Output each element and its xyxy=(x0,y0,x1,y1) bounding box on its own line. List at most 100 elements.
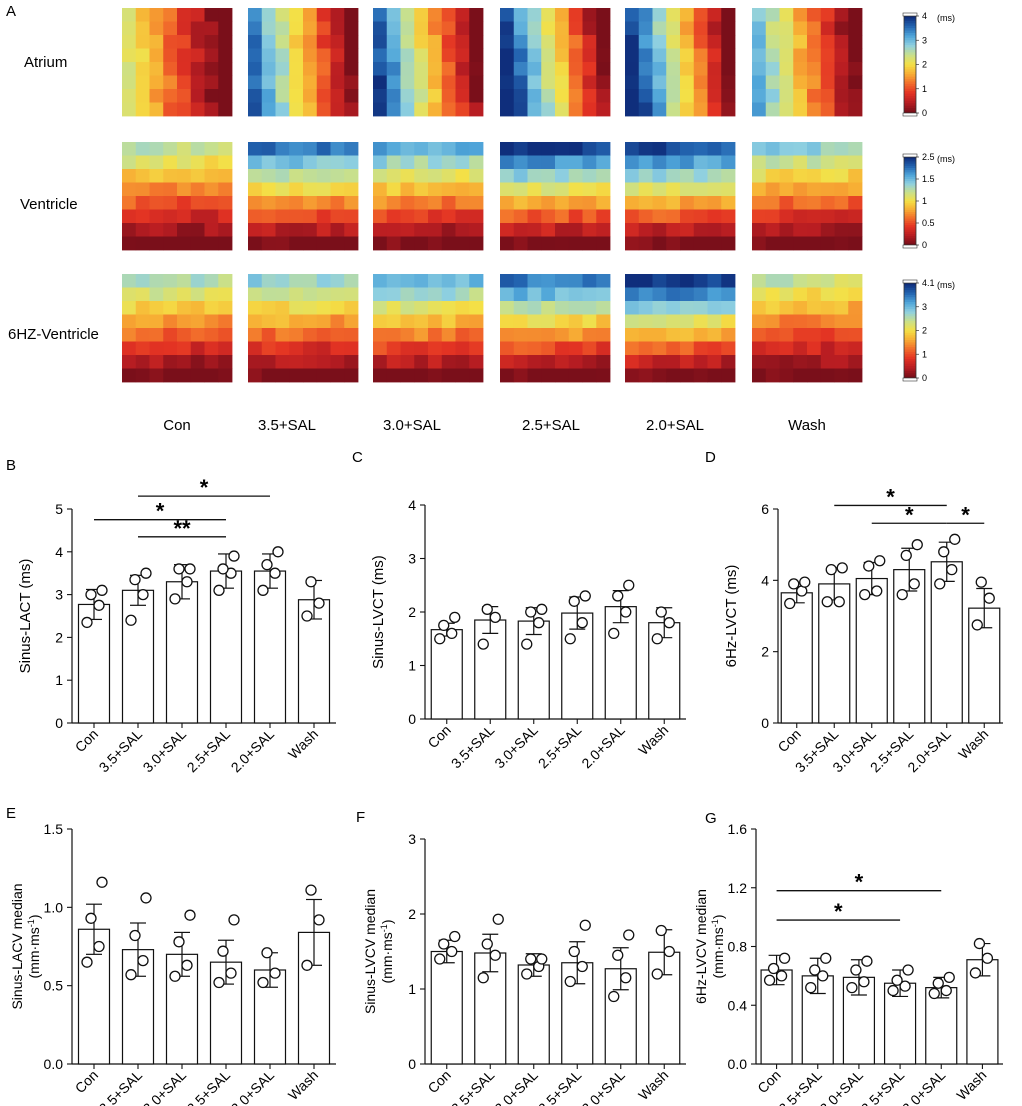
heatmap-cell xyxy=(834,155,849,170)
heatmap-cell xyxy=(793,182,808,197)
heatmap-cell xyxy=(596,287,611,302)
data-point xyxy=(767,962,780,975)
data-point xyxy=(305,884,317,896)
data-point xyxy=(125,614,137,626)
heatmap-cell xyxy=(765,314,780,329)
data-point xyxy=(896,588,908,601)
heatmap-cell xyxy=(441,274,456,288)
x-tick-label-wash: Wash xyxy=(955,726,991,762)
heatmap-cell xyxy=(721,89,736,103)
x-tick-label-2-5-sal: 2.5+SAL xyxy=(858,1067,908,1106)
heatmap-cell xyxy=(414,169,429,183)
heatmap-cell xyxy=(218,287,233,302)
heatmap-cell xyxy=(752,301,767,315)
colorbar-segment xyxy=(904,37,916,41)
heatmap-cell xyxy=(820,355,835,369)
heatmap-cell xyxy=(469,301,484,315)
colorbar-segment xyxy=(904,306,916,310)
heatmap-cell xyxy=(218,142,233,156)
heatmap-cell xyxy=(441,169,456,183)
data-point xyxy=(763,974,776,986)
heatmap-cell xyxy=(275,196,290,210)
data-point xyxy=(655,606,667,618)
heatmap-cell xyxy=(330,35,345,49)
heatmap-cell xyxy=(455,35,470,49)
heatmap-cell xyxy=(414,21,429,36)
heatmap-cell xyxy=(316,21,331,36)
heatmap-cell xyxy=(261,328,276,342)
heatmap-cell xyxy=(779,287,794,302)
heatmap-cell xyxy=(752,182,767,197)
heatmap-cell xyxy=(707,209,722,224)
panel-letter-e: E xyxy=(6,805,16,822)
heatmap-cell xyxy=(469,274,484,288)
heatmap-cell xyxy=(848,328,863,342)
heatmap-cell xyxy=(779,328,794,342)
x-tick-label-3-5-sal: 3.5+SAL xyxy=(96,726,146,776)
heatmap-cell xyxy=(386,75,401,90)
heatmap-cell xyxy=(848,142,863,156)
heatmap-cell xyxy=(289,89,304,103)
heatmap-cell xyxy=(469,75,484,90)
heatmap-cell xyxy=(373,182,388,197)
heatmap-cell xyxy=(625,196,640,210)
heatmap-cell xyxy=(625,62,640,76)
heatmap-cell xyxy=(652,209,667,224)
heatmap-cell xyxy=(163,75,178,90)
heatmap-cell xyxy=(568,169,583,183)
heatmap-cell xyxy=(721,62,736,76)
heatmap-cell xyxy=(177,182,192,197)
heatmap-cell xyxy=(500,142,515,156)
heatmap-cell xyxy=(555,169,570,183)
colorbar-segment xyxy=(904,332,916,336)
heatmap-cell xyxy=(428,368,443,383)
heatmap-cell xyxy=(177,155,192,170)
heatmap-cell xyxy=(248,75,263,90)
heatmap-cell xyxy=(316,236,331,251)
heatmap-cell xyxy=(666,368,681,383)
heatmap-cell xyxy=(765,102,780,117)
heatmap-cell xyxy=(834,8,849,22)
heatmap-cell xyxy=(513,209,528,224)
heatmap-cell xyxy=(204,355,219,369)
heatmap-cell xyxy=(204,21,219,36)
heatmap-cell xyxy=(568,314,583,329)
heatmap-cell xyxy=(218,223,233,237)
data-point xyxy=(140,892,152,904)
heatmap-cell xyxy=(289,155,304,170)
heatmap-cell xyxy=(596,75,611,90)
heatmap-cell xyxy=(680,8,695,22)
y-axis-unit: (mm·ms-1) xyxy=(710,915,726,979)
heatmap-cell xyxy=(428,182,443,197)
heatmap-cell xyxy=(177,62,192,76)
heatmap-cell xyxy=(752,355,767,369)
significance-marker: ** xyxy=(173,516,191,541)
heatmap-cell xyxy=(190,169,205,183)
heatmap-cell xyxy=(135,182,150,197)
heatmap-cell xyxy=(149,355,164,369)
x-tick-label-2-0-sal: 2.0+SAL xyxy=(228,726,278,776)
heatmap-cell xyxy=(765,223,780,237)
colorbar-segment xyxy=(904,297,916,301)
colorbar-segment xyxy=(904,76,916,80)
heatmap-cell xyxy=(455,223,470,237)
y-tick-label: 0.8 xyxy=(728,939,748,955)
bar-2-0-sal xyxy=(930,561,963,724)
data-point xyxy=(257,976,269,989)
heatmap-cell xyxy=(752,62,767,76)
heatmap-cell xyxy=(752,48,767,63)
heatmap-cell xyxy=(721,169,736,183)
heatmap-cell xyxy=(177,48,192,63)
heatmap-cell xyxy=(527,48,542,63)
colorbar-segment xyxy=(904,35,916,39)
heatmap-cell xyxy=(135,368,150,383)
heatmap-cell xyxy=(441,314,456,329)
heatmap-cell xyxy=(513,341,528,356)
heatmap-cell xyxy=(455,75,470,90)
heatmap-cell xyxy=(469,102,484,117)
heatmap-cell xyxy=(513,314,528,329)
heatmap-cell xyxy=(765,355,780,369)
heatmap-cell xyxy=(555,142,570,156)
heatmap-cell xyxy=(582,35,597,49)
